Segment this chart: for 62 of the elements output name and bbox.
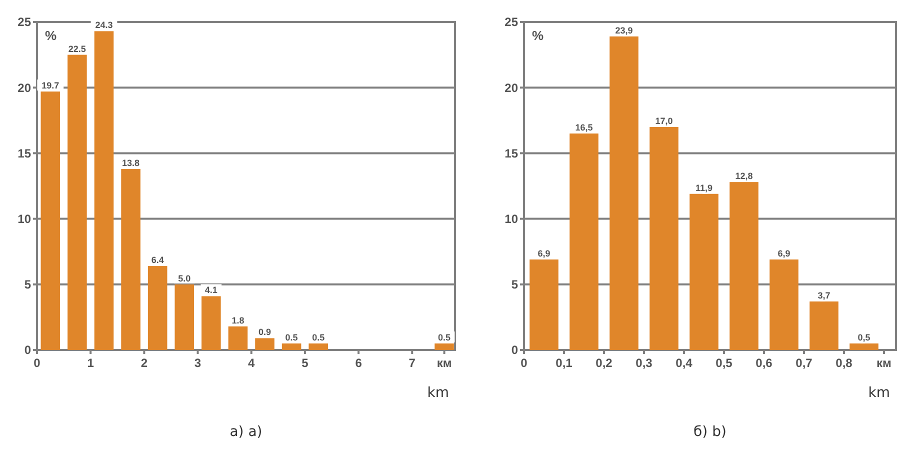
x-tick-label: км bbox=[436, 356, 452, 370]
x-tick-label: 0,5 bbox=[716, 356, 733, 370]
data-label: 17,0 bbox=[655, 116, 673, 126]
y-tick-label: 5 bbox=[511, 278, 518, 292]
data-label: 24.3 bbox=[95, 20, 113, 30]
data-label: 6,9 bbox=[538, 248, 550, 258]
x-tick-label: 1 bbox=[87, 356, 94, 370]
data-label: 0.5 bbox=[438, 332, 451, 342]
x-axis-title: km bbox=[868, 385, 890, 401]
data-label: 19.7 bbox=[42, 80, 60, 91]
x-tick-label: 0,8 bbox=[836, 356, 853, 370]
x-tick-label: 4 bbox=[248, 356, 256, 370]
x-axis-title: km bbox=[427, 385, 449, 401]
bar bbox=[174, 284, 194, 350]
x-tick-label: 3 bbox=[194, 356, 202, 370]
y-tick-label: 15 bbox=[504, 146, 518, 160]
data-label: 12,8 bbox=[735, 171, 753, 182]
bar bbox=[94, 31, 114, 350]
x-tick-label: 5 bbox=[302, 356, 309, 370]
y-tick-label: 0 bbox=[24, 343, 32, 358]
data-label: 13.8 bbox=[122, 158, 140, 168]
x-tick-label: 2 bbox=[140, 356, 148, 370]
y-tick-label: 5 bbox=[24, 278, 32, 292]
x-tick-label: 6 bbox=[355, 356, 362, 370]
data-label: 22.5 bbox=[68, 44, 86, 54]
x-tick-label: 0,3 bbox=[636, 356, 653, 370]
x-tick-label: 0,1 bbox=[556, 356, 573, 370]
y-tick-label: 10 bbox=[504, 212, 518, 226]
x-tick-label: 0 bbox=[34, 356, 41, 370]
y-tick-label: 25 bbox=[18, 15, 32, 30]
x-tick-label: 0,4 bbox=[676, 356, 693, 370]
x-tick-label: 0,7 bbox=[796, 356, 813, 370]
data-label: 4.1 bbox=[204, 285, 218, 296]
x-tick-label: 0,6 bbox=[756, 356, 773, 370]
data-label: 3,7 bbox=[818, 290, 830, 300]
x-tick-label: 7 bbox=[408, 356, 416, 370]
y-tick-label: 20 bbox=[504, 80, 518, 95]
data-label: 11,9 bbox=[695, 182, 713, 193]
text: а) a) bbox=[230, 424, 262, 440]
data-label: 0.9 bbox=[258, 327, 272, 338]
data-label: 0.5 bbox=[312, 332, 325, 342]
x-tick-label: 0 bbox=[520, 356, 528, 370]
y-axis-title: % bbox=[532, 28, 544, 43]
data-label: 23,9 bbox=[615, 25, 633, 36]
x-tick-label: 0,2 bbox=[596, 356, 613, 370]
y-axis-title: % bbox=[45, 28, 57, 43]
y-tick-label: 25 bbox=[504, 15, 518, 30]
bar bbox=[434, 343, 454, 350]
data-label: 16,5 bbox=[575, 122, 593, 133]
y-tick-label: 15 bbox=[18, 146, 32, 160]
data-label: 6,9 bbox=[778, 248, 790, 258]
data-label: 0,5 bbox=[858, 332, 870, 342]
data-label: 0.5 bbox=[285, 332, 298, 342]
y-tick-label: 0 bbox=[511, 343, 518, 358]
data-label: 5.0 bbox=[178, 273, 191, 284]
data-label: 1.8 bbox=[232, 315, 244, 326]
y-tick-label: 20 bbox=[18, 80, 32, 95]
x-tick-label: км bbox=[876, 356, 892, 370]
text: б) b) bbox=[694, 424, 726, 440]
data-label: 6.4 bbox=[151, 255, 164, 266]
bar bbox=[202, 296, 221, 350]
y-tick-label: 10 bbox=[18, 212, 32, 226]
